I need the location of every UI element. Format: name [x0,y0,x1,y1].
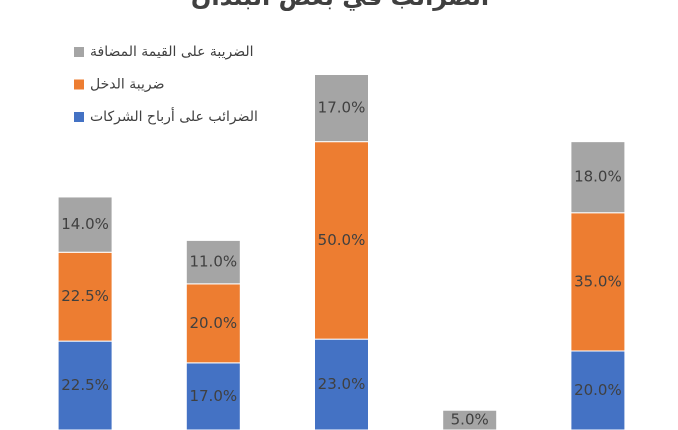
legend-label: ضريبة الدخل [90,77,164,93]
chart-title: الضرائب في بعض البلدان [191,0,489,11]
bar-segment [314,74,369,143]
bar-segment [314,338,369,430]
bar-segment [570,212,626,352]
bar-segment [185,239,241,285]
legend-label: الضرائب على أرباح الشركات [90,107,258,125]
legend-label: الضريبة على القيمة المضافة [90,44,254,60]
bar-segment [57,196,113,253]
legend-swatch [74,79,84,90]
data-label: 18.0% [574,168,622,186]
bar-segment [185,283,241,364]
bar-segment [57,340,113,430]
data-label: 17.0% [189,387,237,405]
data-label: 22.5% [61,376,109,394]
data-label: 23.0% [318,375,366,393]
bar-segment [570,141,626,214]
bar-segment [442,409,498,430]
data-label: 5.0% [451,411,489,429]
data-label: 22.5% [61,287,109,305]
data-label: 35.0% [574,272,622,290]
data-label: 50.0% [318,231,366,249]
legend-swatch [74,47,84,57]
data-label: 11.0% [189,253,237,271]
data-label: 14.0% [61,215,109,233]
data-label: 20.0% [189,314,237,332]
bar-segment [57,251,113,342]
data-label: 20.0% [574,381,622,399]
data-label: 17.0% [318,99,366,117]
legend-swatch [74,112,84,122]
